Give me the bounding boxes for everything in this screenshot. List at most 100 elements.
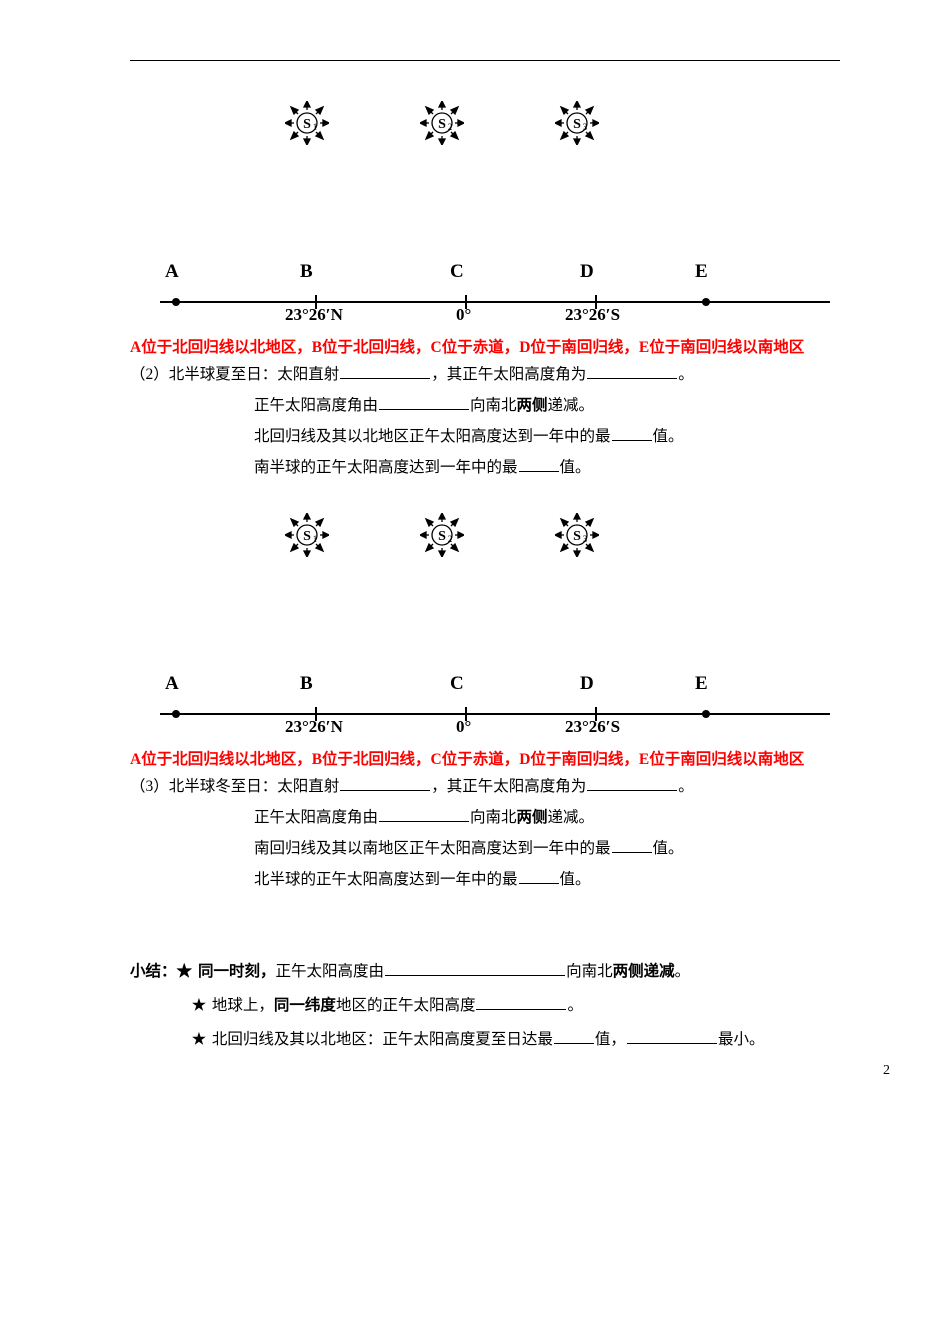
q3-lead: （3）北半球冬至日：太阳直射	[130, 778, 339, 795]
s1c: 向南北	[566, 963, 613, 980]
svg-text:2: 2	[448, 122, 453, 132]
q3-tail1: 。	[678, 778, 694, 795]
axis-line	[160, 301, 830, 303]
q3-line4: 北半球的正午太阳高度达到一年中的最 值。	[130, 864, 840, 895]
axis-point-C: C	[450, 261, 464, 283]
page: S 1 S	[0, 0, 950, 1097]
s2d: 。	[567, 997, 583, 1014]
lat-label-N: 23°26′N	[285, 717, 343, 737]
blank	[612, 837, 652, 854]
summary-row-1: 小结：★同一时刻，正午太阳高度由向南北两侧递减。	[130, 955, 840, 989]
q3-line2: 正午太阳高度角由 向南北两侧递减。	[130, 802, 840, 833]
q2-l3a: 北回归线及其以北地区正午太阳高度达到一年中的最	[254, 428, 611, 445]
svg-text:1: 1	[313, 122, 318, 132]
svg-text:1: 1	[313, 534, 318, 544]
diagram-2: S 1 S	[130, 513, 840, 743]
svg-text:S: S	[438, 117, 446, 132]
summary: 小结：★同一时刻，正午太阳高度由向南北两侧递减。 ★地球上，同一纬度地区的正午太…	[130, 955, 840, 1057]
blank	[519, 456, 559, 473]
s1d: 两侧递减	[613, 963, 675, 980]
q2-l2c: 递减。	[548, 397, 595, 414]
svg-text:2: 2	[448, 534, 453, 544]
dot-A	[172, 710, 180, 718]
summary-row-3: ★ 北回归线及其以北地区：正午太阳高度夏至日达最 值， 最小。	[130, 1023, 840, 1057]
lat-label-N: 23°26′N	[285, 305, 343, 325]
q2-line4: 南半球的正午太阳高度达到一年中的最值。	[130, 452, 840, 483]
axis-line	[160, 713, 830, 715]
q3-l2a: 正午太阳高度角由	[254, 809, 378, 826]
sun-icon: S 1	[285, 101, 329, 145]
summary-row-2: ★地球上，同一纬度地区的正午太阳高度。	[130, 989, 840, 1023]
sun-icon: S 2	[420, 513, 464, 557]
q3-l4b: 值。	[560, 871, 591, 888]
axis-point-D: D	[580, 673, 594, 695]
top-rule	[130, 60, 840, 61]
axis-point-E: E	[695, 673, 708, 695]
blank	[519, 868, 559, 885]
diagram-1: S 1 S	[130, 101, 840, 331]
svg-text:S: S	[303, 529, 311, 544]
star-icon: ★	[192, 1031, 206, 1048]
svg-text:3: 3	[583, 534, 588, 544]
q2-l4a: 南半球的正午太阳高度达到一年中的最	[254, 459, 518, 476]
axis-point-A: A	[165, 673, 179, 695]
q3-line3: 南回归线及其以南地区正午太阳高度达到一年中的最 值。	[130, 833, 840, 864]
s3c: 最小。	[718, 1031, 765, 1048]
axis-point-E: E	[695, 261, 708, 283]
q2-l2b: 向南北	[470, 397, 517, 414]
blank	[587, 363, 677, 380]
s3a: 北回归线及其以北地区：正午太阳高度夏至日达最	[212, 1031, 553, 1048]
blank	[627, 1028, 717, 1045]
s1b: 正午太阳高度由	[276, 963, 385, 980]
blank	[379, 394, 469, 411]
star-icon: ★	[177, 963, 193, 980]
q2-lead: （2）北半球夏至日：太阳直射	[130, 366, 339, 383]
dot-E	[702, 298, 710, 306]
dot-E	[702, 710, 710, 718]
lat-label-S: 23°26′S	[565, 305, 620, 325]
dot-A	[172, 298, 180, 306]
lat-label-0: 0°	[456, 717, 471, 737]
sun-icon: S 2	[420, 101, 464, 145]
blank	[476, 994, 566, 1011]
sun-icon: S 3	[555, 513, 599, 557]
q3-l3a: 南回归线及其以南地区正午太阳高度达到一年中的最	[254, 840, 611, 857]
q2-mid1: ，其正午太阳高度角为	[431, 366, 586, 383]
lat-label-0: 0°	[456, 305, 471, 325]
sun-icon: S 3	[555, 101, 599, 145]
q3-l2c: 递减。	[548, 809, 595, 826]
s3b: 值，	[595, 1031, 626, 1048]
axis-point-D: D	[580, 261, 594, 283]
axis-point-B: B	[300, 673, 313, 695]
caption-2: A位于北回归线以北地区，B位于北回归线，C位于赤道，D位于南回归线，E位于南回归…	[130, 747, 840, 769]
q2-line2: 正午太阳高度角由向南北两侧递减。	[130, 390, 840, 421]
s1a: 同一时刻，	[198, 963, 276, 980]
svg-text:S: S	[573, 529, 581, 544]
q2-tail1: 。	[678, 366, 694, 383]
svg-text:S: S	[573, 117, 581, 132]
s2a: 地球上，	[212, 997, 274, 1014]
s2b: 同一纬度	[274, 997, 336, 1014]
q3-l3b: 值。	[653, 840, 684, 857]
q3-two-side: 两侧	[517, 809, 548, 826]
sun-icon: S 1	[285, 513, 329, 557]
q3-mid1: ，其正午太阳高度角为	[431, 778, 586, 795]
q2-line3: 北回归线及其以北地区正午太阳高度达到一年中的最值。	[130, 421, 840, 452]
lat-label-S: 23°26′S	[565, 717, 620, 737]
axis-point-A: A	[165, 261, 179, 283]
star-icon: ★	[192, 997, 206, 1014]
q3-l2b: 向南北	[470, 809, 517, 826]
blank	[554, 1028, 594, 1045]
svg-text:S: S	[438, 529, 446, 544]
axis-point-C: C	[450, 673, 464, 695]
blank	[340, 363, 430, 380]
blank	[385, 960, 565, 977]
blank	[379, 806, 469, 823]
caption-1: A位于北回归线以北地区，B位于北回归线，C位于赤道，D位于南回归线，E位于南回归…	[130, 335, 840, 357]
blank	[612, 425, 652, 442]
summary-head: 小结：	[130, 963, 177, 980]
svg-text:3: 3	[583, 122, 588, 132]
blank	[587, 775, 677, 792]
q3-l4a: 北半球的正午太阳高度达到一年中的最	[254, 871, 518, 888]
q2-two-side: 两侧	[517, 397, 548, 414]
